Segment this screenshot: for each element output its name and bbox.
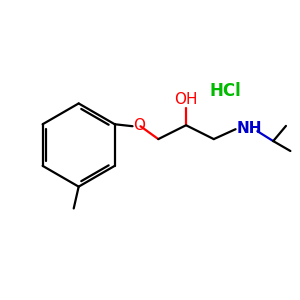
Text: HCl: HCl [210, 82, 242, 100]
Text: OH: OH [174, 92, 198, 107]
Text: O: O [134, 118, 146, 133]
Text: NH: NH [237, 121, 262, 136]
